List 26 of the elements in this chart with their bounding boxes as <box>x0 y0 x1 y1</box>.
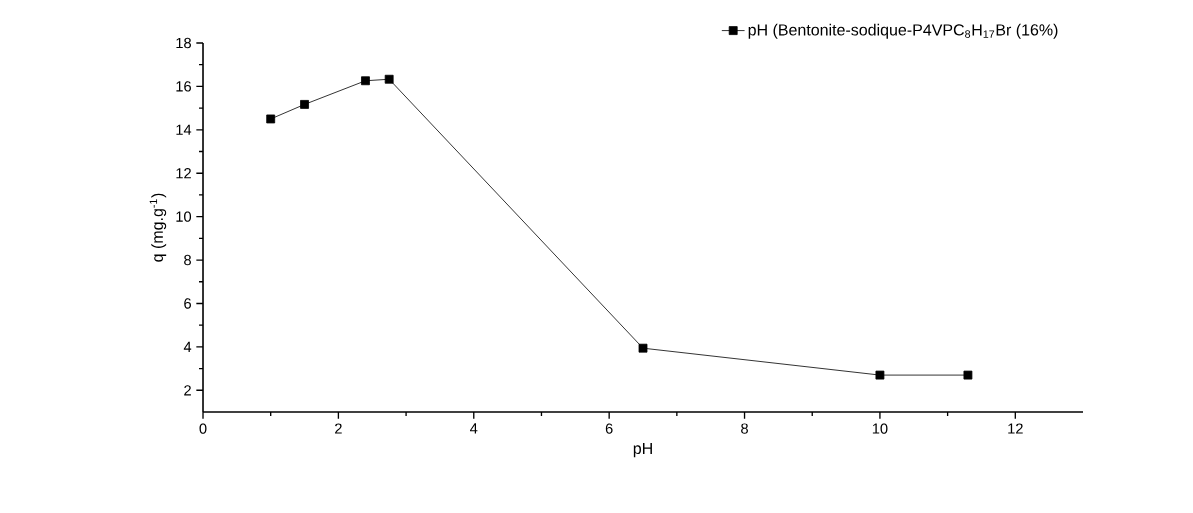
point <box>384 74 394 84</box>
y-tick-label: 8 <box>184 254 191 266</box>
point <box>361 76 370 86</box>
y-tick-label: 6 <box>184 298 191 309</box>
y-tick-label: 10 <box>176 211 192 222</box>
y-axis-title: q (mg.g$^{-1}$) <box>149 193 167 262</box>
y-tick-label: 16 <box>176 81 191 92</box>
y-tick-label: 14 <box>176 124 192 135</box>
point <box>300 100 309 109</box>
x-tick-label: 12 <box>1008 423 1023 434</box>
x-tick-label: 6 <box>605 423 613 434</box>
x-axis-title: pH <box>633 442 652 458</box>
x-tick-label: 10 <box>872 423 888 434</box>
x-tick-label: 2 <box>335 423 342 434</box>
y-tick-label: 4 <box>183 341 192 352</box>
point <box>266 114 276 124</box>
x-tick-label: 4 <box>470 423 478 434</box>
y-tick-label: 2 <box>184 385 191 396</box>
point <box>875 370 885 380</box>
y-tick-label: 18 <box>176 37 191 49</box>
x-tick-label: 0 <box>199 423 207 434</box>
legend-label: pH (Bentonite-sodique-P4VPC$_{8}$H$_{17}$Br (16%) <box>748 23 1058 39</box>
y-tick-label: 12 <box>176 168 191 179</box>
point <box>638 343 648 353</box>
point <box>963 370 973 380</box>
x-tick-label: 8 <box>741 423 748 434</box>
